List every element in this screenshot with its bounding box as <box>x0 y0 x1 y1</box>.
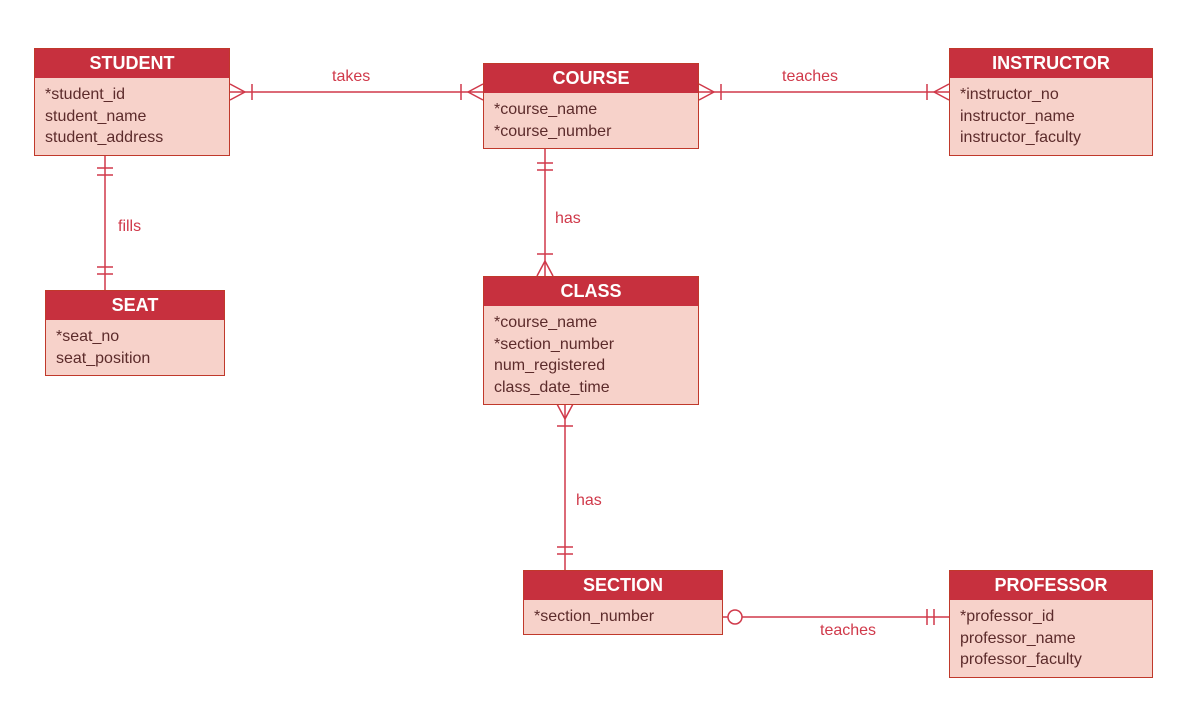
attr: *section_number <box>534 606 712 628</box>
entity-class: CLASS *course_name *section_number num_r… <box>483 276 699 405</box>
entity-section: SECTION *section_number <box>523 570 723 635</box>
rel-has-class: has <box>555 210 581 228</box>
entity-attrs: *course_name *section_number num_registe… <box>484 306 698 404</box>
attr: student_address <box>45 127 219 149</box>
attr: *course_name <box>494 99 688 121</box>
rel-teaches-course: teaches <box>782 68 838 86</box>
entity-student: STUDENT *student_id student_name student… <box>34 48 230 156</box>
rel-fills: fills <box>118 218 141 236</box>
attr: *professor_id <box>960 606 1142 628</box>
entity-course: COURSE *course_name *course_number <box>483 63 699 149</box>
attr: instructor_name <box>960 106 1142 128</box>
attr: *course_number <box>494 121 688 143</box>
rel-has-section: has <box>576 492 602 510</box>
entity-title: SECTION <box>524 571 722 600</box>
entity-attrs: *professor_id professor_name professor_f… <box>950 600 1152 677</box>
rel-takes: takes <box>332 68 370 86</box>
attr: *section_number <box>494 334 688 356</box>
attr: instructor_faculty <box>960 127 1142 149</box>
entity-title: COURSE <box>484 64 698 93</box>
entity-title: CLASS <box>484 277 698 306</box>
entity-attrs: *section_number <box>524 600 722 634</box>
entity-attrs: *student_id student_name student_address <box>35 78 229 155</box>
entity-title: STUDENT <box>35 49 229 78</box>
entity-attrs: *instructor_no instructor_name instructo… <box>950 78 1152 155</box>
attr: professor_faculty <box>960 649 1142 671</box>
entity-instructor: INSTRUCTOR *instructor_no instructor_nam… <box>949 48 1153 156</box>
attr: student_name <box>45 106 219 128</box>
attr: num_registered <box>494 355 688 377</box>
entity-title: INSTRUCTOR <box>950 49 1152 78</box>
entity-professor: PROFESSOR *professor_id professor_name p… <box>949 570 1153 678</box>
entity-attrs: *course_name *course_number <box>484 93 698 148</box>
attr: *instructor_no <box>960 84 1142 106</box>
attr: seat_position <box>56 348 214 370</box>
entity-title: PROFESSOR <box>950 571 1152 600</box>
rel-teaches-section: teaches <box>820 622 876 640</box>
entity-attrs: *seat_no seat_position <box>46 320 224 375</box>
attr: class_date_time <box>494 377 688 399</box>
attr: professor_name <box>960 628 1142 650</box>
attr: *course_name <box>494 312 688 334</box>
attr: *student_id <box>45 84 219 106</box>
attr: *seat_no <box>56 326 214 348</box>
entity-seat: SEAT *seat_no seat_position <box>45 290 225 376</box>
entity-title: SEAT <box>46 291 224 320</box>
